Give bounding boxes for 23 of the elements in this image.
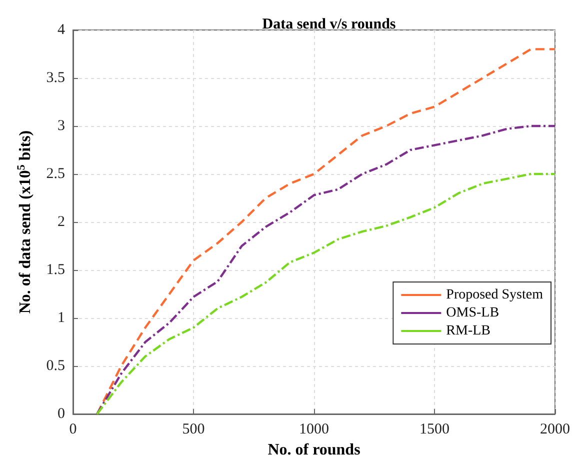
y-tick-label: 3 bbox=[58, 118, 65, 134]
x-axis-title: No. of rounds bbox=[268, 442, 360, 458]
y-tick-label: 2.5 bbox=[46, 166, 65, 182]
legend-label: OMS-LB bbox=[446, 306, 500, 320]
x-tick-label: 1500 bbox=[420, 422, 450, 438]
x-tick-label: 0 bbox=[69, 422, 77, 438]
x-tick-label: 1000 bbox=[299, 422, 329, 438]
y-axis-title: No. of data send (x105 bits) bbox=[16, 130, 34, 314]
line-series bbox=[96, 172, 556, 416]
y-tick-label: 0 bbox=[58, 406, 65, 422]
x-tick-label: 2000 bbox=[540, 422, 570, 438]
y-tick-label: 1.5 bbox=[46, 262, 65, 278]
y-tick-label: 2 bbox=[58, 214, 65, 230]
legend-label: Proposed System bbox=[446, 288, 544, 302]
chart-title: Data send v/s rounds bbox=[262, 16, 396, 32]
y-tick-label: 4 bbox=[58, 22, 66, 38]
line-series bbox=[96, 124, 556, 416]
y-tick-label: 0.5 bbox=[46, 358, 65, 374]
x-tick-label: 500 bbox=[182, 422, 205, 438]
line-series bbox=[96, 48, 556, 416]
legend-label: RM-LB bbox=[446, 324, 491, 338]
y-tick-label: 1 bbox=[58, 310, 65, 326]
y-tick-label: 3.5 bbox=[46, 70, 65, 86]
